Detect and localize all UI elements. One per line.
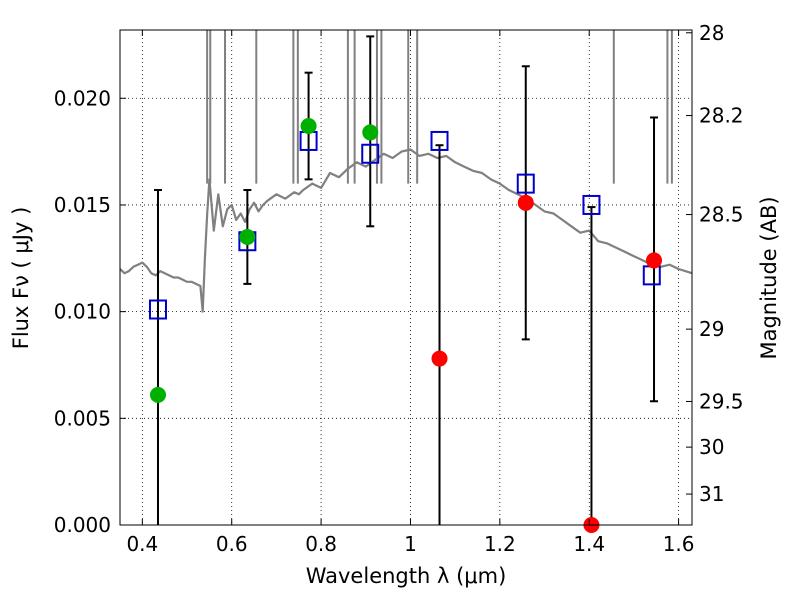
y-tick-label: 0.000	[54, 513, 111, 537]
nondetection-point	[431, 350, 448, 367]
model-flux-box	[582, 194, 601, 215]
tick-layer: 0.4 0.6 0.8 1 1.2 1.4 1.6 0.000 0.005 0.010 0.015 0…	[54, 21, 744, 556]
model-box-layer	[148, 130, 661, 320]
y-tick-label: 0.010	[54, 300, 111, 324]
x-axis-label: Wavelength λ (μm)	[306, 564, 507, 588]
point-layer	[149, 118, 663, 533]
model-flux-box	[642, 265, 661, 286]
nondetection-point	[646, 252, 663, 269]
right-tick-label: 29.5	[699, 389, 744, 413]
y-tick-label: 0.005	[54, 406, 111, 430]
detection-point	[300, 118, 317, 135]
x-tick-label: 1.2	[484, 532, 516, 556]
x-tick-label: 0.8	[305, 532, 337, 556]
model-flux-box	[148, 299, 167, 320]
spectrum-layer	[119, 30, 693, 313]
detection-point	[149, 386, 166, 403]
x-tick-label: 1	[404, 532, 417, 556]
model-flux-box	[361, 143, 380, 164]
grid-lines	[120, 30, 692, 526]
y-tick-label: 0.015	[54, 193, 111, 217]
right-tick-label: 30	[699, 435, 724, 459]
model-flux-box	[516, 173, 535, 194]
nondetection-point	[517, 194, 534, 211]
right-tick-label: 28	[699, 21, 724, 45]
x-tick-label: 1.6	[663, 532, 695, 556]
right-tick-label: 28.5	[699, 203, 744, 227]
x-tick-label: 1.4	[573, 532, 605, 556]
right-axis-label: Magnitude (AB)	[757, 196, 781, 359]
x-tick-label: 0.6	[216, 532, 248, 556]
plot-frame	[119, 29, 693, 526]
detection-point	[362, 124, 379, 141]
right-tick-label: 29	[699, 317, 724, 341]
detection-point	[239, 228, 256, 245]
errorbar-layer	[153, 35, 659, 525]
right-tick-label: 31	[699, 482, 724, 506]
y-axis-label: Flux Fν ( μJy )	[9, 207, 33, 350]
model-flux-box	[430, 130, 449, 151]
spectrum-line	[119, 148, 693, 313]
y-tick-label: 0.020	[54, 86, 111, 110]
x-tick-label: 0.4	[126, 532, 158, 556]
right-tick-label: 28.2	[699, 104, 744, 128]
